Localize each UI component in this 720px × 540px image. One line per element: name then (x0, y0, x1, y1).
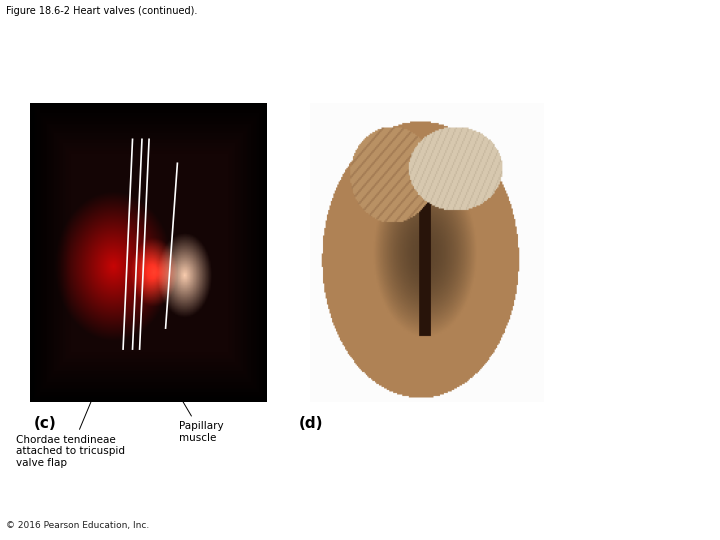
Text: Chordae tendineae
attached to tricuspid
valve flap: Chordae tendineae attached to tricuspid … (16, 367, 125, 468)
Text: Mitral valve: Mitral valve (462, 230, 533, 239)
Text: Figure 18.6-2 Heart valves (continued).: Figure 18.6-2 Heart valves (continued). (6, 6, 197, 17)
Text: Papillary
muscles: Papillary muscles (467, 321, 516, 343)
Text: Chordae
tendineae: Chordae tendineae (311, 221, 377, 243)
Text: Left atrium: Left atrium (460, 131, 529, 147)
Text: (c): (c) (34, 416, 57, 431)
Text: (d): (d) (299, 416, 323, 431)
Text: Tricuspid
valve: Tricuspid valve (311, 177, 366, 199)
Text: Interventricular
septum: Interventricular septum (311, 332, 392, 360)
Text: Papillary
muscle: Papillary muscle (166, 372, 223, 443)
Text: Myocardium
of right
ventricle: Myocardium of right ventricle (311, 265, 375, 299)
Text: © 2016 Pearson Education, Inc.: © 2016 Pearson Education, Inc. (6, 521, 149, 530)
Text: Myocardium
of left
ventricle: Myocardium of left ventricle (467, 262, 536, 295)
Text: Right
atrium: Right atrium (311, 124, 374, 147)
